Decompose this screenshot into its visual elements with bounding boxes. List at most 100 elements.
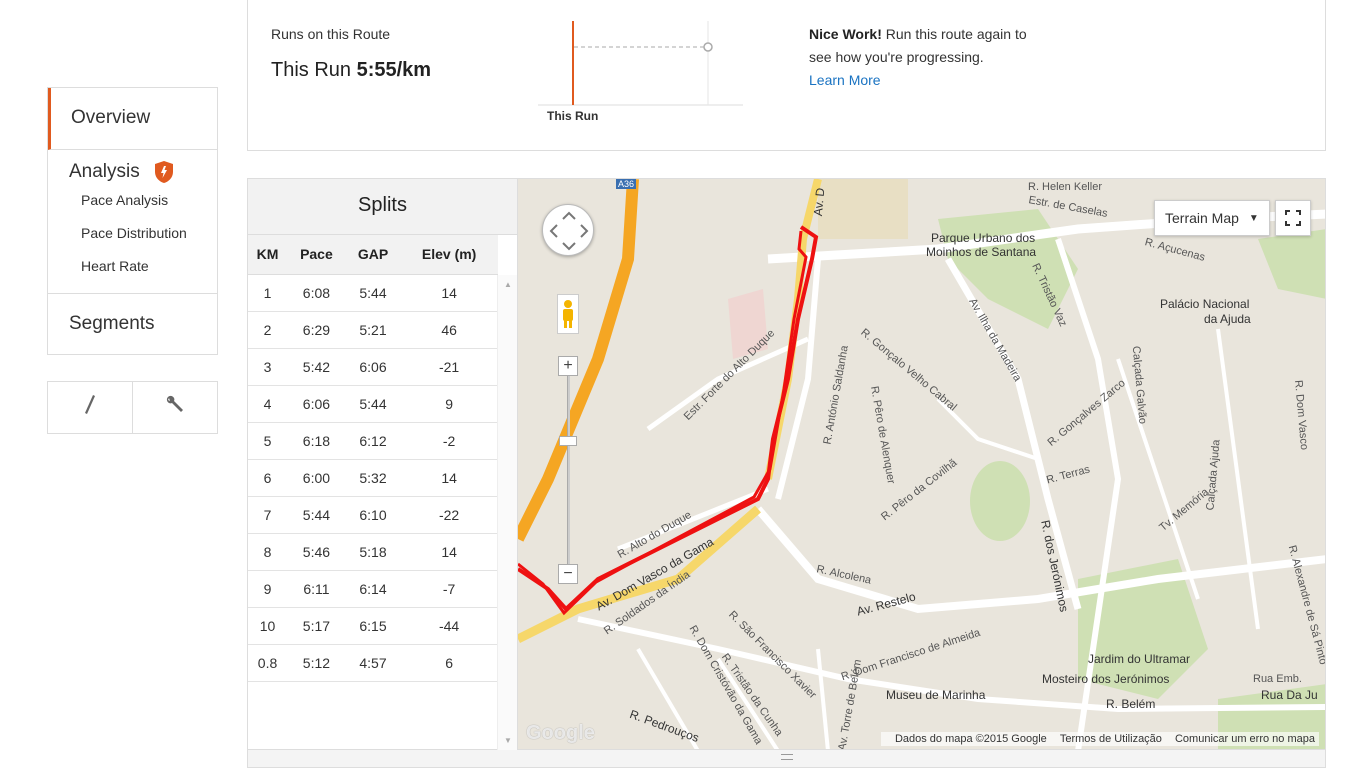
split-km: 7: [248, 496, 288, 534]
this-run-value: 5:55/km: [356, 59, 432, 81]
nice-work-text: Run this route again to see how you're p…: [809, 26, 1027, 65]
split-row[interactable]: 8 5:46 5:18 14: [248, 533, 498, 571]
split-km: 2: [248, 311, 288, 349]
split-elev: -2: [400, 422, 498, 460]
report-error-link[interactable]: Comunicar um erro no mapa: [1174, 733, 1315, 745]
chart-point: [703, 42, 713, 52]
split-row[interactable]: 7 5:44 6:10 -22: [248, 496, 498, 534]
premium-shield-icon: [154, 160, 174, 184]
split-row[interactable]: 3 5:42 6:06 -21: [248, 348, 498, 386]
nav-pace-distribution[interactable]: Pace Distribution: [81, 225, 187, 241]
split-km: 8: [248, 533, 288, 571]
map-data-credit: Dados do mapa ©2015 Google: [894, 733, 1047, 745]
map-label: Museu de Marinha: [886, 688, 986, 702]
resize-grip-icon[interactable]: [781, 754, 793, 760]
zoom-out-button[interactable]: −: [558, 564, 578, 584]
nav-segments[interactable]: Segments: [69, 313, 155, 334]
col-elev: Elev (m): [400, 235, 498, 275]
this-run-prefix: This Run: [271, 59, 352, 81]
split-elev: -7: [400, 570, 498, 608]
map-label: Mosteiro dos Jerónimos: [1042, 672, 1170, 686]
split-elev: 46: [400, 311, 498, 349]
settings-button[interactable]: [132, 382, 217, 433]
side-navigation: Overview Analysis Pace Analysis Pace Dis…: [47, 87, 218, 355]
nav-analysis-section: Analysis Pace Analysis Pace Distribution…: [48, 150, 217, 294]
map-label: Parque Urbano dos: [931, 231, 1036, 245]
map-label: Jardim do Ultramar: [1088, 652, 1191, 666]
split-row[interactable]: 10 5:17 6:15 -44: [248, 607, 498, 645]
split-pace: 6:29: [287, 311, 346, 349]
nav-analysis[interactable]: Analysis: [69, 160, 217, 184]
split-row[interactable]: 0.8 5:12 4:57 6: [248, 644, 498, 682]
split-row[interactable]: 6 6:00 5:32 14: [248, 459, 498, 497]
splits-panel: Splits KM Pace GAP Elev (m) 1 6:08 5:44 14 2…: [247, 178, 517, 750]
activity-tools: [47, 381, 218, 434]
split-pace: 6:06: [287, 385, 346, 423]
map-label: R. Helen Keller: [1028, 181, 1102, 193]
pencil-icon: [82, 393, 98, 422]
map-label: Palácio Nacional: [1160, 297, 1250, 311]
nice-work-title: Nice Work!: [809, 26, 882, 42]
split-km: 1: [248, 274, 288, 312]
map-label: A36: [616, 179, 637, 189]
split-elev: 14: [400, 459, 498, 497]
runs-on-route-panel: Runs on this Route This Run 5:55/km This…: [247, 0, 1326, 151]
map-attribution: Dados do mapa ©2015 Google Termos de Uti…: [880, 732, 1319, 746]
zoom-slider-track[interactable]: [567, 376, 570, 564]
split-gap: 6:15: [345, 607, 401, 645]
nav-heart-rate[interactable]: Heart Rate: [81, 258, 149, 274]
split-row[interactable]: 9 6:11 6:14 -7: [248, 570, 498, 608]
split-pace: 5:42: [287, 348, 346, 386]
zoom-slider-handle[interactable]: [559, 436, 577, 446]
split-pace: 6:00: [287, 459, 346, 497]
split-km: 5: [248, 422, 288, 460]
chart-this-run-label: This Run: [547, 109, 599, 123]
splits-scrollbar[interactable]: ▲ ▼: [497, 275, 517, 750]
nav-pace-analysis[interactable]: Pace Analysis: [81, 192, 169, 208]
split-row[interactable]: 2 6:29 5:21 46: [248, 311, 498, 349]
route-runs-chart: [538, 21, 743, 106]
split-gap: 5:44: [345, 274, 401, 312]
split-pace: 5:12: [287, 644, 346, 682]
street-view-pegman-icon[interactable]: [557, 294, 579, 334]
split-gap: 4:57: [345, 644, 401, 682]
map-label: R. Belém: [1106, 697, 1156, 711]
edit-button[interactable]: [48, 382, 132, 433]
split-pace: 6:11: [287, 570, 346, 608]
scroll-up-icon[interactable]: ▲: [504, 280, 512, 289]
split-gap: 6:10: [345, 496, 401, 534]
split-pace: 5:44: [287, 496, 346, 534]
terms-link[interactable]: Termos de Utilização: [1059, 733, 1162, 745]
runs-on-route-label: Runs on this Route: [271, 26, 391, 42]
pan-control[interactable]: [542, 204, 594, 256]
map-label: da Ajuda: [1204, 312, 1251, 326]
split-elev: 14: [400, 533, 498, 571]
nice-work-message: Nice Work! Run this route again to see h…: [809, 23, 1049, 92]
split-km: 3: [248, 348, 288, 386]
splits-title: Splits: [248, 179, 517, 235]
split-pace: 6:18: [287, 422, 346, 460]
split-gap: 6:06: [345, 348, 401, 386]
learn-more-link[interactable]: Learn More: [809, 72, 881, 88]
split-km: 10: [248, 607, 288, 645]
split-row[interactable]: 1 6:08 5:44 14: [248, 274, 498, 312]
split-elev: -44: [400, 607, 498, 645]
scroll-down-icon[interactable]: ▼: [504, 736, 512, 745]
split-gap: 5:21: [345, 311, 401, 349]
split-row[interactable]: 5 6:18 6:12 -2: [248, 422, 498, 460]
route-map[interactable]: Parque Urbano dos Moinhos de Santana Pal…: [517, 178, 1326, 750]
split-gap: 6:14: [345, 570, 401, 608]
zoom-in-button[interactable]: +: [558, 356, 578, 376]
split-gap: 5:18: [345, 533, 401, 571]
map-type-dropdown[interactable]: Terrain Map ▼: [1154, 200, 1270, 236]
fullscreen-button[interactable]: [1275, 200, 1311, 236]
split-row[interactable]: 4 6:06 5:44 9: [248, 385, 498, 423]
split-elev: 14: [400, 274, 498, 312]
split-pace: 6:08: [287, 274, 346, 312]
map-label: Rua Da Ju: [1261, 688, 1318, 702]
this-run-pace: This Run 5:55/km: [271, 59, 431, 82]
split-gap: 6:12: [345, 422, 401, 460]
split-elev: -21: [400, 348, 498, 386]
nav-overview[interactable]: Overview: [48, 88, 217, 150]
resize-bar[interactable]: [247, 750, 1326, 768]
